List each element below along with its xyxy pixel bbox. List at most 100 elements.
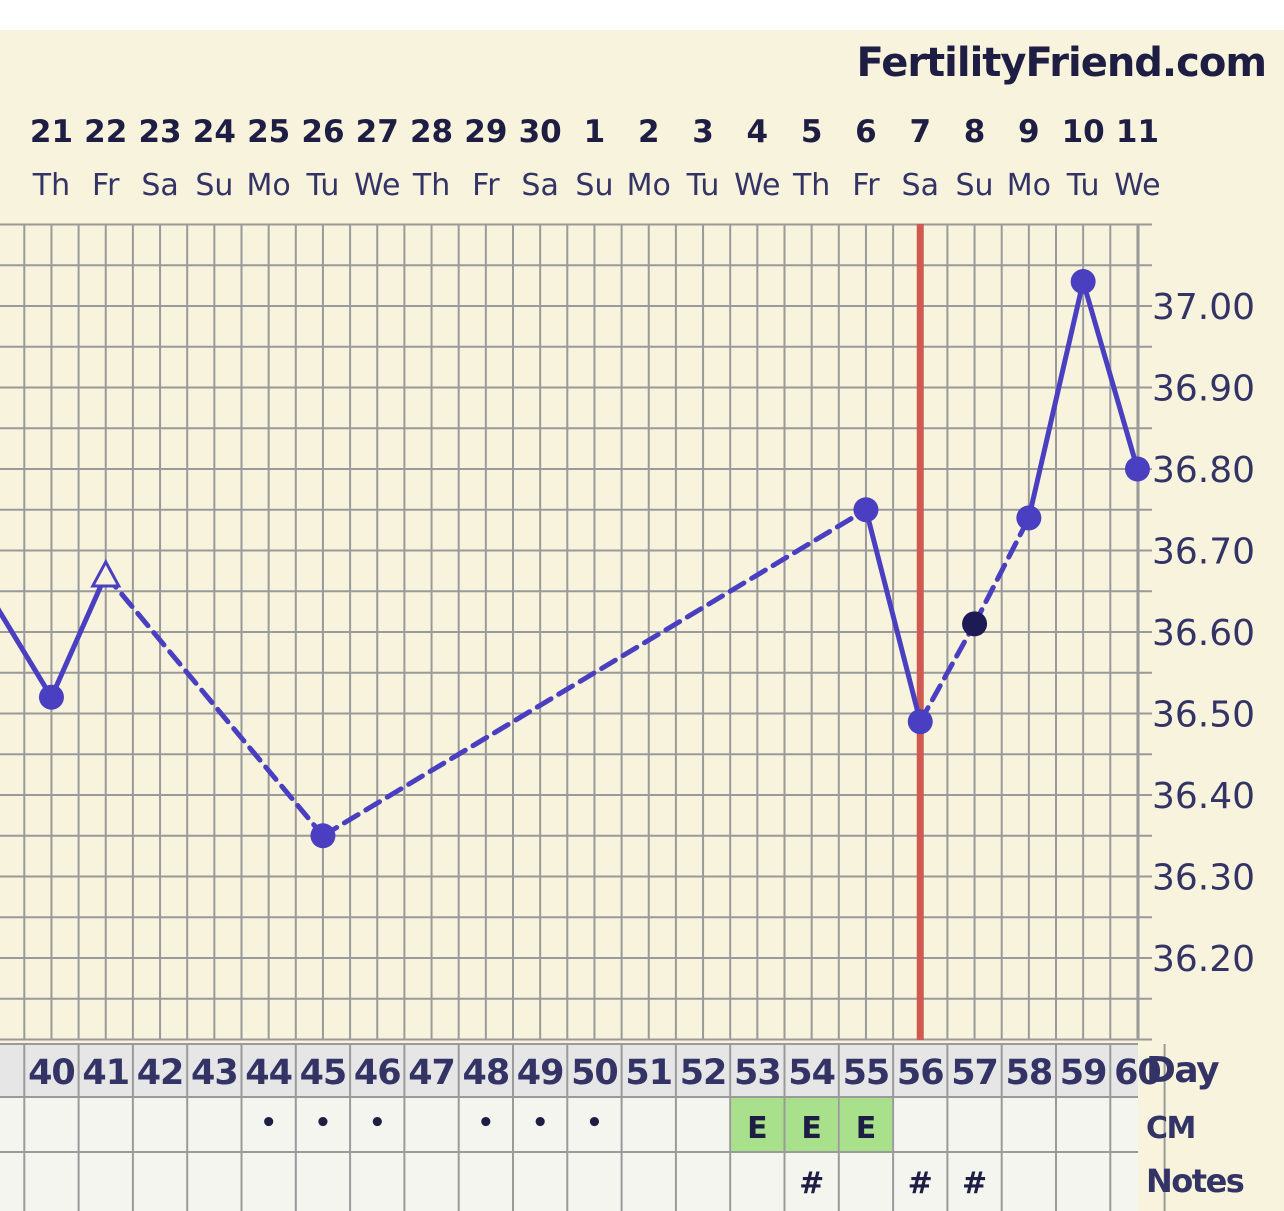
series-segment <box>103 572 326 839</box>
date-label: 29 <box>464 114 507 150</box>
day-number: 48 <box>462 1053 509 1093</box>
weekday-label: Sa <box>902 168 939 203</box>
day-number: 50 <box>571 1053 618 1093</box>
weekday-label: We <box>354 168 400 203</box>
series-segment <box>972 515 1032 627</box>
cm-cell-fill <box>785 1098 838 1151</box>
date-label: 9 <box>1018 114 1040 150</box>
y-tick-label: 36.90 <box>1152 369 1255 410</box>
day-number: 43 <box>191 1053 238 1093</box>
date-label: 1 <box>584 114 606 150</box>
weekday-label: Mo <box>1007 168 1051 203</box>
day-number: 45 <box>300 1053 347 1093</box>
weekday-label: Mo <box>247 168 291 203</box>
date-label: 28 <box>410 114 453 150</box>
weekday-label: Tu <box>306 168 340 203</box>
date-label: 3 <box>692 114 714 150</box>
day-number: 44 <box>245 1053 292 1093</box>
page-background <box>0 30 1284 1211</box>
weekday-label: Th <box>32 168 70 203</box>
temp-point <box>1124 456 1150 482</box>
day-number: 47 <box>408 1053 455 1093</box>
day-number: 54 <box>788 1053 835 1093</box>
date-label: 5 <box>801 114 823 150</box>
date-label: 8 <box>964 114 986 150</box>
note-value: # <box>908 1166 933 1201</box>
date-label: 11 <box>1116 114 1159 150</box>
y-axis-ticks: 37.00 36.90 36.80 36.70 36.60 36.50 36.40 36.30… <box>1152 287 1255 980</box>
day-number: 55 <box>843 1053 890 1093</box>
temperature-series <box>0 269 1150 849</box>
temp-point <box>38 684 64 710</box>
series-segment <box>1080 279 1140 472</box>
temp-point <box>310 823 336 849</box>
y-tick-label: 36.60 <box>1152 613 1255 654</box>
weekday-label: Fr <box>92 168 120 203</box>
y-tick-label: 36.20 <box>1152 939 1255 980</box>
y-tick-label: 36.50 <box>1152 695 1255 736</box>
weekday-label: We <box>734 168 780 203</box>
series-segment <box>917 621 978 725</box>
temp-point <box>907 709 933 735</box>
temp-point <box>1070 269 1096 295</box>
cm-value: • <box>586 1108 603 1138</box>
day-number: 59 <box>1060 1053 1107 1093</box>
weekday-label: Fr <box>472 168 500 203</box>
date-label: 25 <box>247 114 290 150</box>
date-label: 26 <box>301 114 344 150</box>
cm-value: • <box>260 1108 277 1138</box>
row-label: CM <box>1146 1111 1195 1146</box>
date-label: 7 <box>909 114 931 150</box>
weekday-label: Tu <box>1066 168 1100 203</box>
series-segment <box>0 607 54 700</box>
y-tick-label: 36.40 <box>1152 776 1255 817</box>
date-label: 2 <box>638 114 660 150</box>
series-segment <box>1026 279 1086 521</box>
day-number: 53 <box>734 1053 781 1093</box>
series-segment <box>48 572 109 700</box>
temp-point <box>853 497 879 523</box>
cm-value: E <box>801 1111 822 1146</box>
weekday-label: Su <box>575 168 613 203</box>
series-segment <box>320 507 869 839</box>
y-tick-label: 37.00 <box>1152 287 1255 328</box>
bottom-rows: 40 41 42 43 44 45 46 47 48 49 50 51 52 53 54 55 56 57 58 59… <box>0 1043 1245 1211</box>
cm-value: • <box>315 1108 332 1138</box>
date-label: 27 <box>356 114 399 150</box>
day-number: 52 <box>680 1053 727 1093</box>
y-tick-label: 36.80 <box>1152 450 1255 491</box>
weekday-label: We <box>1114 168 1160 203</box>
cm-cell-fill <box>731 1098 784 1151</box>
day-number: 58 <box>1005 1053 1052 1093</box>
cm-cell-fill <box>839 1098 893 1151</box>
row-label: Day <box>1146 1050 1219 1091</box>
cm-value: E <box>747 1111 768 1146</box>
y-tick-label: 36.30 <box>1152 858 1255 899</box>
note-value: # <box>799 1166 824 1201</box>
weekday-label: Th <box>412 168 450 203</box>
cm-value: • <box>478 1108 495 1138</box>
series-segment <box>863 507 923 725</box>
weekday-label: Sa <box>141 168 178 203</box>
temp-point <box>1016 505 1042 531</box>
cm-value: • <box>532 1108 549 1138</box>
day-number: 42 <box>137 1053 184 1093</box>
day-number: 51 <box>625 1053 672 1093</box>
cm-value: E <box>856 1111 877 1146</box>
weekday-label: Th <box>792 168 830 203</box>
weekday-label: Fr <box>852 168 880 203</box>
date-label: 6 <box>855 114 877 150</box>
date-label: 21 <box>30 114 73 150</box>
temp-point-triangle <box>90 558 122 588</box>
day-number: 56 <box>897 1053 944 1093</box>
chart-grid <box>0 223 1152 1041</box>
weekday-label: Mo <box>627 168 671 203</box>
date-label: 22 <box>84 114 127 150</box>
day-number: 60 <box>1114 1053 1161 1093</box>
cm-value: • <box>369 1108 386 1138</box>
date-label: 30 <box>519 114 562 150</box>
row-label: Notes <box>1146 1162 1244 1200</box>
day-number: 49 <box>517 1053 564 1093</box>
weekday-label: Tu <box>686 168 720 203</box>
